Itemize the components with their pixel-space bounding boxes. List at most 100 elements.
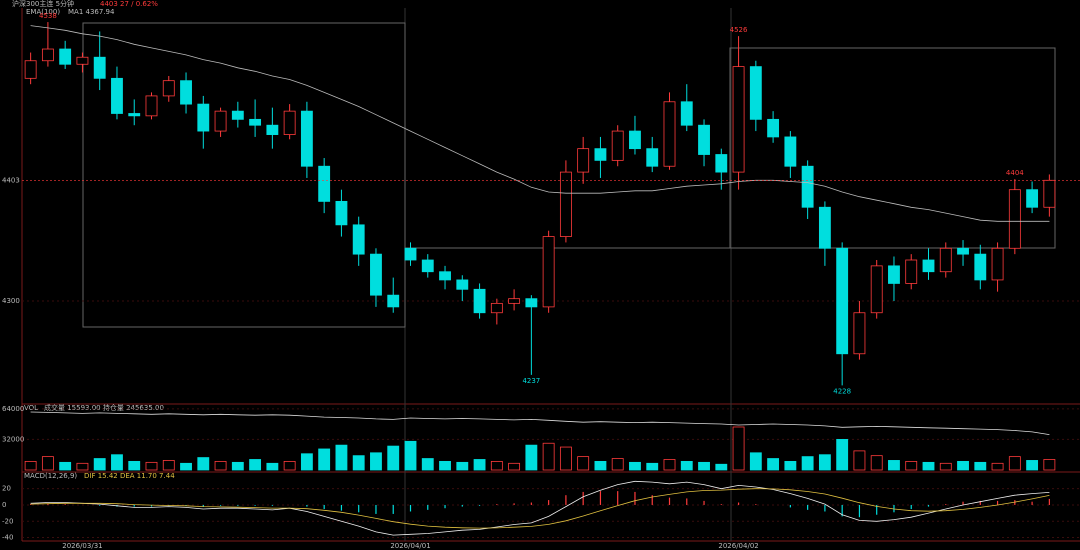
volume-bar	[145, 461, 158, 471]
volume-bar	[594, 460, 607, 471]
candle-body	[387, 294, 400, 308]
volume-bar	[870, 455, 883, 471]
candle-body	[732, 66, 745, 173]
candle-body	[818, 206, 831, 249]
volume-bar	[957, 460, 969, 471]
indicator-name: VOL	[24, 404, 38, 412]
candle-body	[370, 253, 382, 296]
title: 沪深300主连 5分钟	[12, 0, 74, 8]
volume-bar	[629, 461, 641, 471]
y-tick-label: -40	[2, 534, 13, 542]
x-tick-label: 2026/04/02	[718, 542, 758, 550]
candle-body	[715, 154, 728, 173]
volume-bar	[231, 461, 244, 471]
volume-bar	[456, 461, 469, 471]
extreme-label: 4228	[833, 387, 851, 395]
candle-body	[508, 298, 521, 304]
candle-body	[767, 118, 780, 138]
candle-body	[128, 113, 141, 117]
ema-line	[30, 25, 1050, 222]
volume-bar	[197, 457, 210, 471]
candle-body	[352, 224, 365, 255]
last-price-label: 4403	[2, 176, 20, 184]
extreme-label: 4538	[39, 12, 57, 20]
volume-bar	[1026, 460, 1039, 471]
volume-bar	[439, 460, 451, 471]
volume-bar	[283, 460, 296, 471]
volume-bar	[1008, 456, 1021, 471]
volume-bar	[698, 461, 710, 471]
volume-bar	[300, 453, 313, 471]
volume-bar	[836, 439, 849, 471]
candle-body	[1043, 179, 1056, 208]
candle-body	[300, 110, 313, 167]
candle-body	[939, 247, 952, 273]
extreme-label: 4404	[1006, 169, 1024, 177]
macd-line	[30, 480, 1050, 536]
volume-bar	[801, 456, 814, 471]
volume-bar	[715, 463, 728, 471]
candle-body	[93, 56, 106, 79]
y-tick-label: 32000	[2, 435, 24, 443]
volume-bar	[59, 461, 72, 471]
candle-body	[404, 247, 417, 261]
volume-bar	[370, 452, 382, 471]
volume-bar	[663, 459, 676, 471]
volume-bar	[732, 426, 745, 471]
x-tick-label: 2026/03/31	[62, 542, 102, 550]
volume-bar	[784, 460, 797, 471]
volume-bar	[335, 444, 348, 471]
candle-body	[594, 148, 607, 161]
candle-body	[680, 101, 693, 126]
candle-body	[490, 302, 503, 314]
indicator-name: EMA(100)	[26, 8, 60, 16]
macd-line	[30, 488, 1050, 529]
candle-body	[249, 118, 262, 126]
candle-body	[231, 110, 244, 120]
candle-body	[180, 80, 192, 105]
candle-body	[266, 124, 279, 135]
candle-body	[749, 66, 762, 120]
drawing-box	[729, 47, 1056, 249]
candle-body	[145, 95, 158, 117]
volume-bar	[490, 460, 503, 471]
volume-bar	[974, 461, 987, 471]
volume-bar	[508, 462, 521, 471]
volume-bar	[525, 444, 538, 471]
volume-bar	[214, 460, 227, 471]
last-price: 4403	[100, 0, 118, 8]
y-tick-label: 64000	[2, 405, 24, 413]
volume-bar	[162, 460, 175, 471]
candle-body	[525, 298, 538, 308]
volume-bar	[577, 456, 590, 471]
indicator-value: DIF 15.42 DEA 11.70 7.44	[84, 472, 175, 480]
drawing-box	[82, 22, 406, 328]
candle-body	[59, 48, 72, 65]
volume-bar	[939, 462, 952, 471]
indicator-name: MACD(12,26,9)	[24, 472, 77, 480]
candle-body	[870, 265, 883, 314]
volume-bar	[318, 448, 331, 471]
volume-bar	[905, 460, 918, 471]
candle-body	[957, 247, 969, 255]
volume-bar	[249, 459, 262, 471]
candle-body	[646, 148, 659, 167]
candle-body	[41, 48, 54, 62]
candle-body	[922, 259, 935, 273]
volume-bar	[767, 458, 780, 471]
volume-bar	[749, 452, 762, 471]
volume-bar	[853, 450, 866, 471]
volume-bar	[646, 462, 659, 471]
volume-bar	[404, 440, 417, 471]
volume-bar	[352, 455, 365, 471]
candle-body	[456, 279, 469, 290]
candle-body	[888, 265, 900, 284]
candle-body	[24, 60, 37, 79]
indicator-value: 成交量 15593.00 持仓量 245635.00	[44, 403, 164, 412]
candle-body	[801, 165, 814, 208]
volume-bar	[559, 446, 572, 471]
indicator-value: MA1 4367.94	[68, 8, 115, 16]
candle-body	[439, 271, 451, 281]
